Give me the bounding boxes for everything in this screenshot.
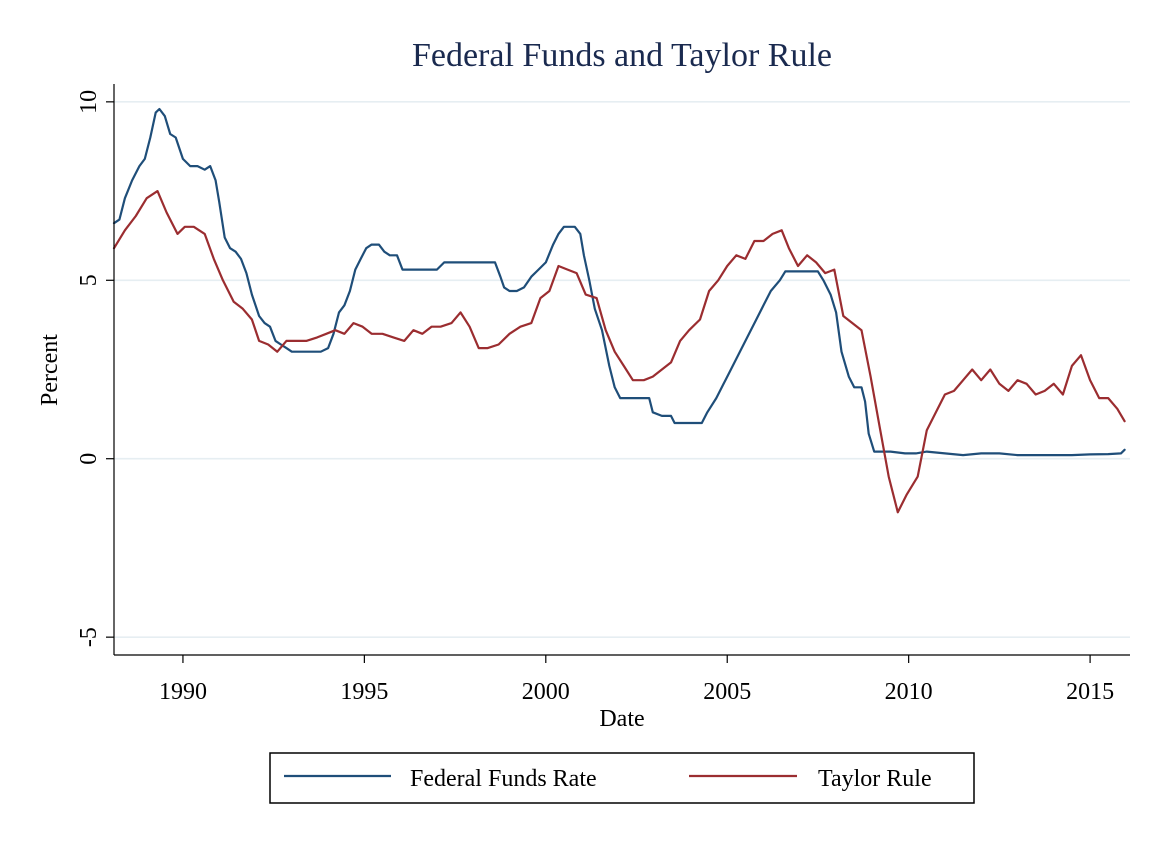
axes: -5 0 5 10 1990 1995 2000 2005 2010 2015: [76, 84, 1130, 705]
x-tick-label-1990: 1990: [159, 679, 207, 705]
x-axis-title: Date: [599, 706, 644, 732]
series-lines: [112, 107, 1126, 514]
chart-title: Federal Funds and Taylor Rule: [412, 37, 832, 74]
y-tick-label-5: 5: [76, 274, 102, 286]
legend-label-taylor-rule: Taylor Rule: [818, 766, 932, 792]
y-tick-label-10: 10: [76, 90, 102, 114]
y-axis-title: Percent: [37, 334, 63, 406]
series-line-federal-funds-rate: [112, 107, 1126, 457]
series-line-taylor-rule: [112, 190, 1126, 514]
x-tick-label-2005: 2005: [703, 679, 751, 705]
legend-box: [269, 752, 975, 804]
x-tick-label-1995: 1995: [340, 679, 388, 705]
x-tick-label-2015: 2015: [1066, 679, 1114, 705]
x-tick-label-2000: 2000: [522, 679, 570, 705]
grid: [114, 101, 1130, 638]
y-tick-label-0: 0: [76, 453, 102, 465]
legend: Federal Funds Rate Taylor Rule: [269, 752, 975, 804]
y-tick-label-5: -5: [76, 627, 102, 647]
x-tick-label-2010: 2010: [885, 679, 933, 705]
legend-label-federal-funds-rate: Federal Funds Rate: [410, 766, 597, 792]
